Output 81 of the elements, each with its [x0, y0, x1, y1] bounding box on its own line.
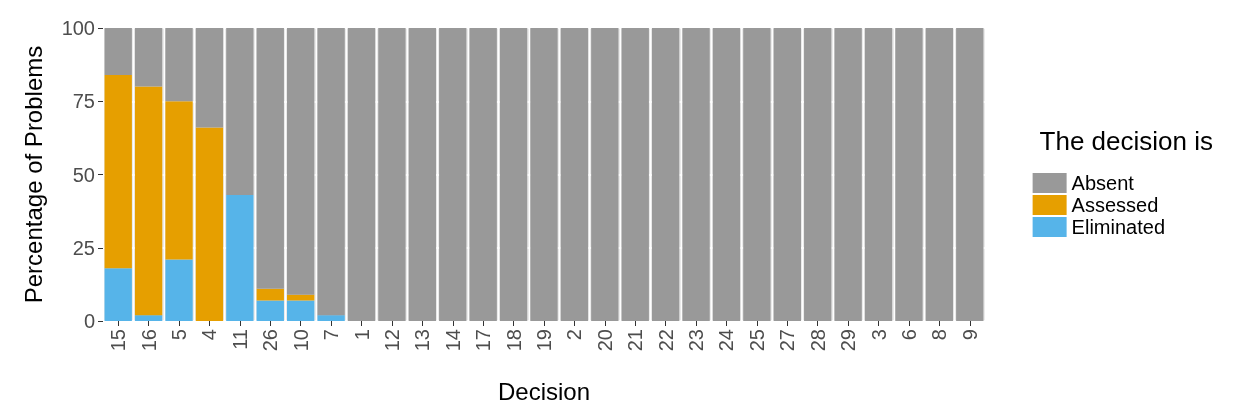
legend-label: Absent: [1071, 172, 1135, 194]
bar: [834, 28, 862, 321]
x-tick-label: 22: [654, 329, 677, 352]
bar: [530, 28, 558, 321]
x-tick-label: 14: [441, 329, 464, 352]
x-tick-label: 8: [928, 329, 951, 341]
bar: [104, 268, 132, 321]
x-tick-label: 21: [624, 329, 647, 352]
y-tick-label: 50: [72, 163, 95, 186]
bar: [226, 195, 254, 321]
bar: [378, 28, 406, 321]
x-tick-label: 28: [806, 329, 829, 352]
bar: [925, 28, 954, 321]
x-tick-label: 23: [685, 329, 708, 352]
bar: [165, 28, 193, 102]
x-tick-label: 18: [502, 329, 525, 352]
bar: [104, 74, 132, 269]
bar: [195, 127, 224, 321]
bar: [317, 28, 345, 316]
bar: [682, 28, 710, 321]
bar: [134, 28, 163, 87]
legend-label: Eliminated: [1071, 216, 1166, 238]
bar: [134, 315, 163, 321]
x-tick-label: 15: [107, 329, 130, 352]
bar: [256, 288, 284, 301]
y-axis-title: Percentage of Problems: [19, 45, 47, 304]
bar: [104, 28, 132, 75]
x-tick-label: 4: [198, 329, 221, 341]
x-tick-label: 29: [837, 329, 860, 352]
y-tick-label: 0: [83, 310, 95, 332]
x-tick-label: 19: [533, 329, 555, 352]
bar: [408, 28, 437, 321]
bar: [621, 28, 649, 321]
x-tick-label: 1: [350, 329, 373, 341]
bar: [895, 28, 923, 321]
bar: [804, 28, 832, 321]
bar: [743, 28, 771, 321]
x-tick-label: 27: [776, 329, 799, 352]
bar: [591, 28, 619, 321]
bar: [773, 28, 801, 321]
bar: [165, 101, 193, 260]
x-tick-label: 6: [897, 329, 920, 341]
x-tick-label: 13: [411, 329, 434, 352]
bar: [712, 28, 741, 321]
x-tick-label: 5: [168, 329, 191, 341]
bar: [287, 300, 315, 321]
x-tick-label: 9: [958, 329, 981, 341]
bar: [956, 28, 984, 321]
x-tick-label: 25: [745, 329, 768, 352]
bar: [560, 28, 589, 321]
bar: [864, 28, 893, 321]
legend-title: The decision is: [1039, 126, 1213, 156]
x-tick-label: 12: [380, 329, 403, 352]
bar: [469, 28, 497, 321]
x-tick-label: 2: [563, 329, 586, 341]
bar: [651, 28, 680, 321]
x-tick-label: 10: [289, 329, 312, 352]
x-tick-label: 16: [137, 329, 160, 352]
legend-label: Assessed: [1071, 194, 1159, 216]
x-tick-label: 7: [320, 329, 343, 341]
bar: [287, 28, 315, 295]
bar: [317, 315, 345, 321]
bar: [226, 28, 254, 196]
y-tick-label: 25: [72, 236, 95, 259]
bar: [256, 300, 284, 321]
x-axis-title: Decision: [497, 377, 591, 405]
y-tick-label: 100: [61, 17, 95, 39]
bar: [347, 28, 376, 321]
x-tick-label: 26: [259, 329, 282, 352]
x-tick-label: 11: [228, 329, 251, 350]
x-tick-label: 3: [867, 329, 890, 341]
bar: [499, 28, 528, 321]
bar: [439, 28, 467, 321]
x-tick-label: 24: [715, 329, 738, 352]
y-tick-label: 75: [72, 90, 95, 113]
bar: [165, 259, 193, 321]
x-tick-label: 17: [472, 329, 495, 352]
x-tick-label: 20: [593, 329, 616, 352]
bar: [256, 28, 284, 289]
bar: [195, 28, 224, 128]
bar: [134, 86, 163, 316]
